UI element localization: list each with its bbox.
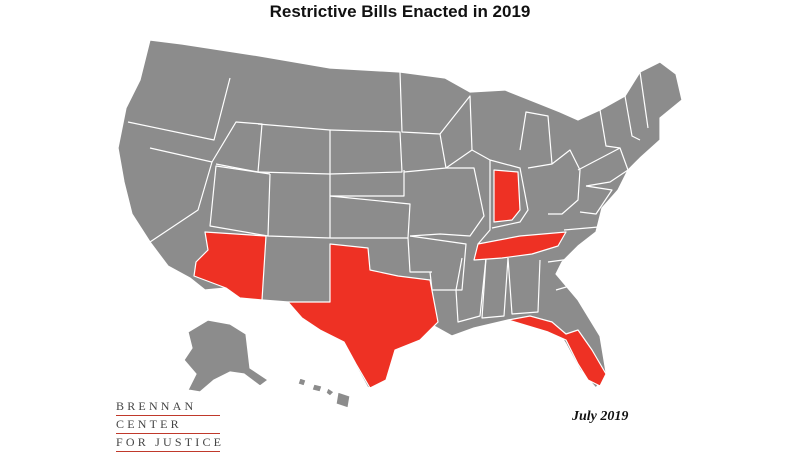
state-borders [127, 71, 649, 323]
map-title: Restrictive Bills Enacted in 2019 [269, 2, 531, 21]
brennan-center-logo: BRENNAN CENTER FOR JUSTICE [116, 398, 226, 452]
logo-line-1: BRENNAN [116, 399, 197, 413]
state-indiana [493, 169, 521, 223]
state-tennessee [473, 231, 567, 261]
logo-divider [116, 433, 220, 434]
date-note: July 2019 [572, 409, 629, 424]
state-alaska [183, 319, 269, 393]
state-texas [287, 243, 439, 389]
state-hawaii [297, 377, 351, 409]
logo-line-2: CENTER [116, 417, 182, 431]
state-florida [507, 315, 607, 387]
logo-line-3: FOR JUSTICE [116, 435, 225, 449]
logo-divider [116, 415, 220, 416]
state-arizona [193, 231, 267, 301]
